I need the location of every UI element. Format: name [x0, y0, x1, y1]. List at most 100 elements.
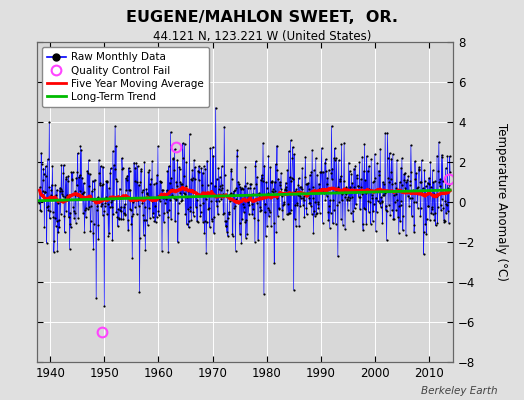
Point	[128, 198, 137, 205]
Point	[288, 175, 296, 181]
Point	[270, 178, 279, 185]
Point	[197, 165, 205, 171]
Point	[95, 169, 104, 176]
Point	[176, 166, 184, 172]
Point	[347, 171, 356, 177]
Point	[402, 189, 411, 195]
Point	[264, 190, 272, 196]
Point	[441, 217, 449, 224]
Point	[255, 192, 263, 198]
Point	[146, 181, 155, 188]
Point	[236, 231, 244, 237]
Point	[343, 196, 351, 202]
Point	[178, 180, 186, 187]
Point	[203, 158, 211, 164]
Point	[248, 211, 256, 218]
Point	[422, 230, 430, 237]
Point	[101, 200, 110, 206]
Point	[373, 198, 381, 204]
Point	[290, 216, 299, 222]
Point	[51, 222, 60, 229]
Point	[144, 222, 152, 229]
Point	[270, 260, 278, 266]
Point	[91, 199, 100, 205]
Point	[45, 184, 53, 190]
Point	[269, 186, 277, 192]
Point	[191, 176, 200, 182]
Point	[225, 198, 234, 204]
Point	[263, 185, 271, 192]
Point	[207, 198, 215, 204]
Point	[70, 214, 78, 221]
Point	[402, 232, 410, 238]
Point	[53, 200, 62, 206]
Point	[82, 214, 90, 220]
Point	[67, 169, 75, 176]
Point	[378, 220, 387, 226]
Point	[264, 152, 272, 159]
Point	[290, 151, 298, 157]
Point	[405, 203, 413, 209]
Point	[314, 201, 322, 207]
Point	[87, 203, 95, 209]
Point	[406, 177, 414, 184]
Point	[161, 200, 169, 206]
Point	[201, 218, 209, 224]
Point	[161, 191, 170, 198]
Point	[431, 210, 440, 216]
Point	[52, 192, 60, 198]
Point	[70, 208, 78, 214]
Point	[173, 239, 182, 245]
Point	[94, 221, 102, 228]
Point	[149, 195, 157, 202]
Point	[288, 155, 297, 161]
Point	[289, 287, 298, 293]
Point	[147, 196, 155, 202]
Legend: Raw Monthly Data, Quality Control Fail, Five Year Moving Average, Long-Term Tren: Raw Monthly Data, Quality Control Fail, …	[42, 47, 209, 107]
Point	[396, 202, 405, 208]
Point	[208, 216, 216, 222]
Point	[314, 205, 323, 211]
Point	[354, 183, 362, 189]
Point	[203, 182, 212, 188]
Point	[47, 187, 56, 193]
Point	[242, 234, 250, 241]
Text: 44.121 N, 123.221 W (United States): 44.121 N, 123.221 W (United States)	[153, 30, 371, 43]
Point	[383, 237, 391, 244]
Point	[46, 208, 54, 214]
Point	[409, 199, 418, 205]
Point	[430, 190, 438, 197]
Point	[434, 168, 443, 174]
Point	[395, 230, 403, 236]
Point	[337, 141, 346, 148]
Point	[377, 198, 386, 204]
Point	[158, 248, 166, 254]
Point	[432, 193, 441, 199]
Point	[213, 192, 222, 199]
Point	[349, 218, 357, 224]
Point	[222, 218, 231, 224]
Point	[412, 170, 420, 176]
Point	[135, 289, 144, 295]
Point	[425, 217, 434, 223]
Point	[383, 130, 391, 136]
Point	[274, 176, 282, 182]
Point	[272, 167, 281, 173]
Point	[123, 177, 131, 184]
Point	[319, 168, 327, 175]
Point	[232, 185, 241, 191]
Point	[280, 187, 289, 194]
Point	[273, 195, 281, 201]
Point	[181, 211, 190, 217]
Point	[217, 163, 226, 170]
Point	[444, 185, 453, 191]
Point	[434, 139, 443, 145]
Point	[344, 206, 352, 213]
Point	[280, 201, 288, 207]
Point	[68, 176, 77, 183]
Point	[417, 205, 425, 211]
Text: EUGENE/MAHLON SWEET,  OR.: EUGENE/MAHLON SWEET, OR.	[126, 10, 398, 25]
Point	[90, 221, 98, 228]
Point	[179, 190, 188, 197]
Point	[379, 181, 388, 187]
